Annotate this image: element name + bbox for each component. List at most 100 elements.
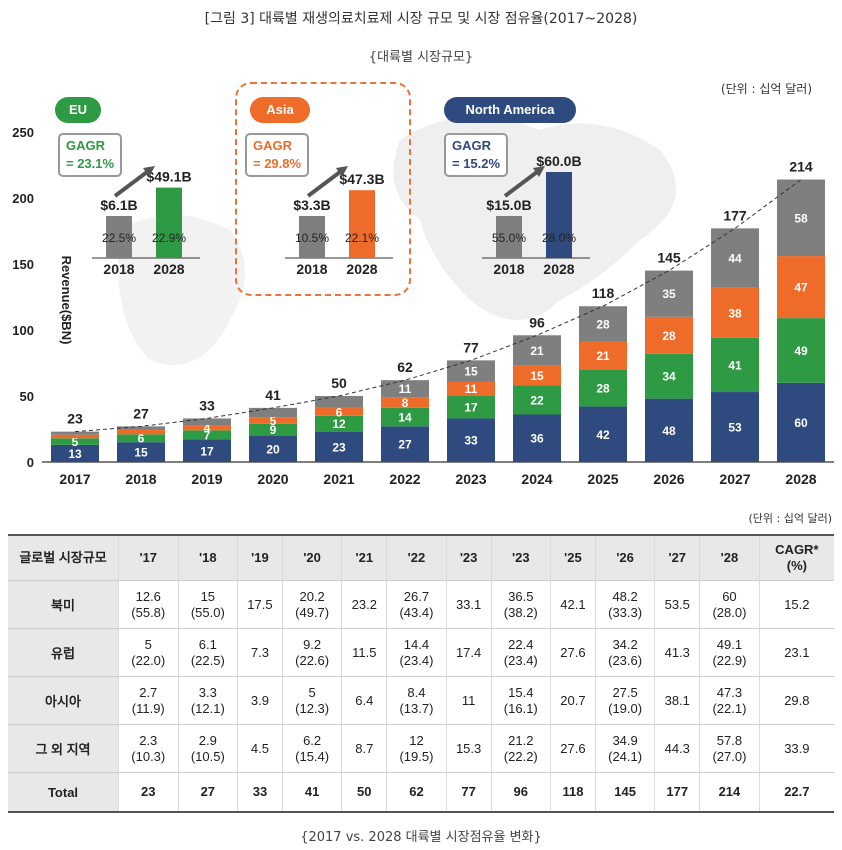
table-row: 북미 12.6 (55.8) 15 (55.0) 17.5 20.2 (49.7) 23.2 26… xyxy=(8,580,834,629)
inset-value-label: $49.1B xyxy=(146,169,191,185)
bar-segment-eu xyxy=(777,318,825,383)
y-tick-label: 150 xyxy=(12,257,34,272)
gagr-box-eu: GAGR = 23.1% xyxy=(58,133,123,177)
table-cell: 15.3 xyxy=(446,724,492,773)
inset-year-label: 2028 xyxy=(543,261,574,277)
bar-segment-na xyxy=(711,392,759,462)
table-cell: 6.1 (22.5) xyxy=(178,628,239,677)
table-row: 유럽 5 (22.0) 6.1 (22.5) 7.3 9.2 (22.6) 11.5 14.4 (2… xyxy=(8,628,834,677)
table-cell: 22.7 xyxy=(759,772,834,813)
gagr-label-asia: GAGR xyxy=(253,138,292,153)
bar-total-label: 145 xyxy=(657,250,681,266)
table-header-cell: '25 xyxy=(550,534,596,581)
table-header-cell: '21 xyxy=(341,534,388,581)
table-cell: 15.2 xyxy=(759,580,834,629)
bar-segment-na xyxy=(183,439,231,462)
bar-value-label: 4 xyxy=(204,421,211,435)
bar-total-label: 23 xyxy=(67,411,83,427)
table-cell: 177 xyxy=(654,772,701,813)
bar-segment-na xyxy=(579,406,627,462)
bar-segment-other xyxy=(183,418,231,426)
table-header-cell: '19 xyxy=(237,534,283,581)
x-tick-label: 2023 xyxy=(455,471,486,487)
table-cell: 145 xyxy=(595,772,656,813)
table-cell: 41 xyxy=(282,772,343,813)
table-row: 아시아 2.7 (11.9) 3.3 (12.1) 3.9 5 (12.3) 6.4 8.4 (13… xyxy=(8,676,834,725)
bar-value-label: 60 xyxy=(794,416,808,430)
table-cell: 6.4 xyxy=(341,676,388,725)
bar-segment-eu xyxy=(579,369,627,407)
bar-total-label: 33 xyxy=(199,397,215,413)
table-cell: 23.1 xyxy=(759,628,834,677)
inset-value-label: $3.3B xyxy=(293,197,330,213)
inset-bar xyxy=(156,187,182,258)
bar-segment-eu xyxy=(513,385,561,415)
table-cell: 41.3 xyxy=(654,628,701,677)
gagr-value-eu: = 23.1% xyxy=(66,156,115,171)
gagr-box-north-america: GAGR = 15.2% xyxy=(444,133,509,177)
bar-value-label: 28 xyxy=(596,382,610,396)
map-background xyxy=(393,117,676,320)
table-row: 그 외 지역 2.3 (10.3) 2.9 (10.5) 4.5 6.2 (15.4) 8.7 1… xyxy=(8,724,834,773)
table-cell: 12 (19.5) xyxy=(386,724,447,773)
inset-share-label: 10.5% xyxy=(295,231,329,245)
bar-value-label: 41 xyxy=(728,358,742,372)
inset-year-label: 2028 xyxy=(153,261,184,277)
table-cell: 9.2 (22.6) xyxy=(282,628,343,677)
bar-value-label: 20 xyxy=(266,442,280,456)
table-header-cell: CAGR* (%) xyxy=(759,534,834,581)
region-pill-eu: EU xyxy=(55,97,101,123)
table-cell: 29.8 xyxy=(759,676,834,725)
gagr-value-north-america: = 15.2% xyxy=(452,156,501,171)
bar-segment-other xyxy=(381,380,429,398)
table-row-header: 그 외 지역 xyxy=(8,724,119,773)
bar-value-label: 14 xyxy=(398,411,412,425)
x-tick-label: 2018 xyxy=(125,471,156,487)
gagr-label-north-america: GAGR xyxy=(452,138,491,153)
table-cell: 14.4 (23.4) xyxy=(386,628,447,677)
bar-total-label: 62 xyxy=(397,359,413,375)
x-tick-label: 2025 xyxy=(587,471,618,487)
bar-segment-asia xyxy=(381,397,429,408)
bar-value-label: 33 xyxy=(464,434,478,448)
bar-value-label: 47 xyxy=(794,281,808,295)
table-cell: 33.1 xyxy=(446,580,492,629)
inset-share-label: 22.9% xyxy=(152,231,186,245)
bar-segment-other xyxy=(579,306,627,342)
inset-growth-arrow xyxy=(503,170,539,198)
inset-bar xyxy=(546,172,572,258)
bar-segment-asia xyxy=(51,434,99,439)
bar-segment-eu xyxy=(51,438,99,445)
bar-value-label: 6 xyxy=(336,405,343,419)
table-cell: 21.2 (22.2) xyxy=(491,724,552,773)
bar-value-label: 21 xyxy=(530,344,544,358)
gagr-box-asia: GAGR = 29.8% xyxy=(245,133,310,177)
bar-segment-eu xyxy=(183,430,231,440)
chart-unit-label: (단위 : 십억 달러) xyxy=(720,82,812,96)
bar-value-label: 6 xyxy=(138,432,145,446)
bar-segment-na xyxy=(249,435,297,462)
bar-total-label: 41 xyxy=(265,387,281,403)
inset-value-label: $15.0B xyxy=(486,197,531,213)
inset-value-label: $60.0B xyxy=(536,153,581,169)
bar-value-label: 42 xyxy=(596,428,610,442)
table-cell: 11.5 xyxy=(341,628,388,677)
x-tick-label: 2028 xyxy=(785,471,816,487)
table-cell: 3.3 (12.1) xyxy=(178,676,239,725)
table-cell: 96 xyxy=(491,772,552,813)
asia-highlight-frame xyxy=(235,82,411,296)
table-cell: 57.8 (27.0) xyxy=(699,724,760,773)
table-header-cell: '22 xyxy=(386,534,447,581)
gagr-value-asia: = 29.8% xyxy=(253,156,302,171)
table-cell: 23.2 xyxy=(341,580,388,629)
map-background xyxy=(118,215,245,365)
table-cell: 33 xyxy=(237,772,283,813)
bar-value-label: 34 xyxy=(662,370,676,384)
table-cell: 38.1 xyxy=(654,676,701,725)
table-cell: 34.2 (23.6) xyxy=(595,628,656,677)
y-tick-label: 0 xyxy=(27,455,34,470)
bar-segment-na xyxy=(777,382,825,462)
bar-segment-asia xyxy=(315,407,363,416)
table-header-cell: '28 xyxy=(699,534,760,581)
table-cell: 8.4 (13.7) xyxy=(386,676,447,725)
